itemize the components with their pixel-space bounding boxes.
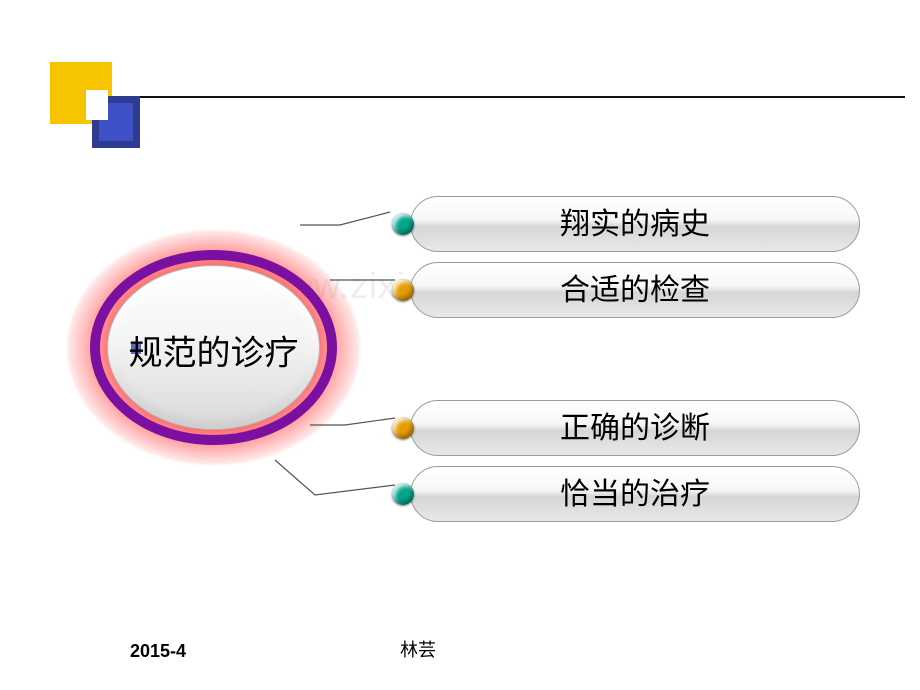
footer-date: 2015-4 xyxy=(130,641,186,662)
slide: www.zixin.com.cn 规范的诊疗 翔实的病史 合适的检查 正确的诊断… xyxy=(0,0,920,690)
pill-2-label: 正确的诊断 xyxy=(411,401,859,457)
pill-1: 合适的检查 xyxy=(410,262,860,318)
footer-author: 林芸 xyxy=(400,636,436,662)
dot-3 xyxy=(392,483,414,505)
pill-0: 翔实的病史 xyxy=(410,196,860,252)
dot-1 xyxy=(392,279,414,301)
hub-label: 规范的诊疗 xyxy=(55,326,372,375)
dot-2 xyxy=(392,417,414,439)
pill-3: 恰当的治疗 xyxy=(410,466,860,522)
hub: 规范的诊疗 xyxy=(55,220,372,480)
pill-3-label: 恰当的治疗 xyxy=(411,467,859,523)
dot-0 xyxy=(392,213,414,235)
pill-2: 正确的诊断 xyxy=(410,400,860,456)
decor-square-white-notch xyxy=(86,90,108,120)
pill-0-label: 翔实的病史 xyxy=(411,197,859,253)
pill-1-label: 合适的检查 xyxy=(411,263,859,319)
header-rule xyxy=(95,96,905,98)
